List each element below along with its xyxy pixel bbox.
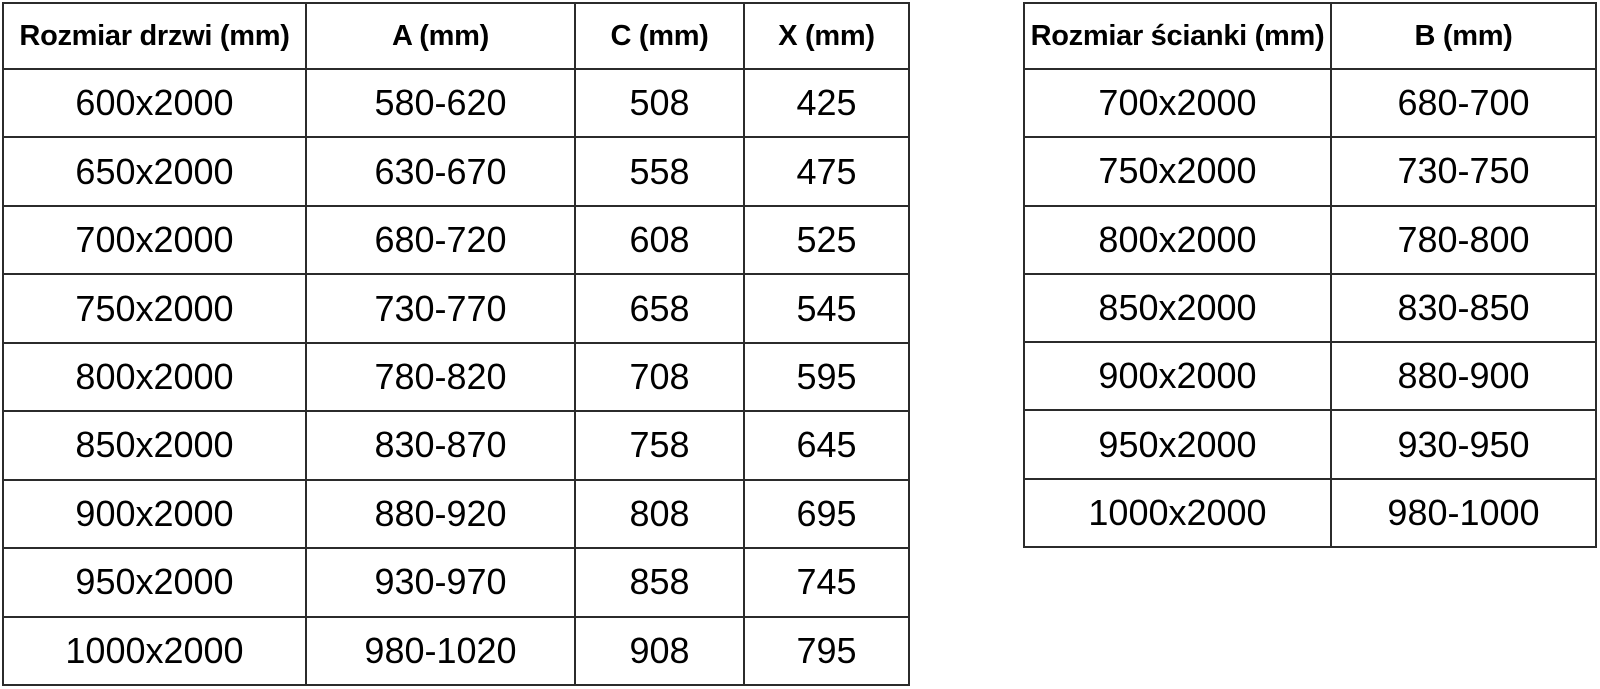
door-size-table: Rozmiar drzwi (mm) A (mm) C (mm) X (mm) 600… xyxy=(2,2,910,686)
table-cell: 695 xyxy=(743,478,910,550)
table-row: 850x2000 830-850 xyxy=(1023,272,1597,344)
table-cell: 700x2000 xyxy=(1023,67,1332,139)
table-row: 750x2000 730-750 xyxy=(1023,136,1597,207)
table-cell: 1000x2000 xyxy=(1023,477,1332,549)
table-cell: 700x2000 xyxy=(2,204,307,276)
table-cell: 558 xyxy=(574,136,745,207)
table-cell: 980-1000 xyxy=(1330,477,1597,549)
table-cell: 850x2000 xyxy=(1023,272,1332,344)
table-row: 700x2000 680-700 xyxy=(1023,67,1597,139)
table-row: 800x2000 780-820 708 595 xyxy=(2,341,910,413)
table-cell: 880-920 xyxy=(305,478,576,550)
column-header: C (mm) xyxy=(574,2,745,70)
table-cell: 580-620 xyxy=(305,67,576,139)
table-cell: 930-950 xyxy=(1330,409,1597,480)
table-cell: 900x2000 xyxy=(2,478,307,550)
table-cell: 750x2000 xyxy=(2,273,307,344)
table-row: 1000x2000 980-1020 908 795 xyxy=(2,615,910,686)
wall-panel-size-table-container: Rozmiar ścianki (mm) B (mm) 700x2000 680-7… xyxy=(1023,2,1597,549)
table-cell: 880-900 xyxy=(1330,341,1597,412)
table-cell: 608 xyxy=(574,204,745,276)
table-cell: 830-870 xyxy=(305,410,576,481)
table-cell: 525 xyxy=(743,204,910,276)
table-row: 800x2000 780-800 xyxy=(1023,204,1597,275)
table-cell: 908 xyxy=(574,615,745,686)
table-cell: 680-720 xyxy=(305,204,576,276)
column-header: Rozmiar drzwi (mm) xyxy=(2,2,307,70)
table-cell: 595 xyxy=(743,341,910,413)
door-size-table-container: Rozmiar drzwi (mm) A (mm) C (mm) X (mm) 600… xyxy=(2,2,910,686)
table-row: 900x2000 880-920 808 695 xyxy=(2,478,910,550)
header-row: Rozmiar ścianki (mm) B (mm) xyxy=(1023,2,1597,70)
wall-panel-size-table: Rozmiar ścianki (mm) B (mm) 700x2000 680-7… xyxy=(1023,2,1597,549)
table-cell: 630-670 xyxy=(305,136,576,207)
table-cell: 730-750 xyxy=(1330,136,1597,207)
table-row: 850x2000 830-870 758 645 xyxy=(2,410,910,481)
table-row: 900x2000 880-900 xyxy=(1023,341,1597,412)
table-row: 950x2000 930-950 xyxy=(1023,409,1597,480)
table-cell: 508 xyxy=(574,67,745,139)
table-cell: 425 xyxy=(743,67,910,139)
table-cell: 650x2000 xyxy=(2,136,307,207)
table-row: 950x2000 930-970 858 745 xyxy=(2,547,910,618)
table-cell: 800x2000 xyxy=(1023,204,1332,275)
table-cell: 730-770 xyxy=(305,273,576,344)
table-cell: 750x2000 xyxy=(1023,136,1332,207)
column-header: B (mm) xyxy=(1330,2,1597,70)
table-cell: 930-970 xyxy=(305,547,576,618)
table-cell: 780-820 xyxy=(305,341,576,413)
table-row: 1000x2000 980-1000 xyxy=(1023,477,1597,549)
table-cell: 658 xyxy=(574,273,745,344)
table-row: 650x2000 630-670 558 475 xyxy=(2,136,910,207)
table-cell: 780-800 xyxy=(1330,204,1597,275)
table-cell: 645 xyxy=(743,410,910,481)
table-cell: 830-850 xyxy=(1330,272,1597,344)
table-cell: 795 xyxy=(743,615,910,686)
table-cell: 600x2000 xyxy=(2,67,307,139)
table-cell: 680-700 xyxy=(1330,67,1597,139)
table-cell: 980-1020 xyxy=(305,615,576,686)
table-cell: 950x2000 xyxy=(2,547,307,618)
table-cell: 800x2000 xyxy=(2,341,307,413)
table-cell: 758 xyxy=(574,410,745,481)
table-cell: 900x2000 xyxy=(1023,341,1332,412)
table-cell: 850x2000 xyxy=(2,410,307,481)
table-cell: 545 xyxy=(743,273,910,344)
column-header: A (mm) xyxy=(305,2,576,70)
column-header: Rozmiar ścianki (mm) xyxy=(1023,2,1332,70)
table-cell: 475 xyxy=(743,136,910,207)
table-cell: 808 xyxy=(574,478,745,550)
table-row: 600x2000 580-620 508 425 xyxy=(2,67,910,139)
table-row: 750x2000 730-770 658 545 xyxy=(2,273,910,344)
table-cell: 858 xyxy=(574,547,745,618)
table-cell: 950x2000 xyxy=(1023,409,1332,480)
header-row: Rozmiar drzwi (mm) A (mm) C (mm) X (mm) xyxy=(2,2,910,70)
column-header: X (mm) xyxy=(743,2,910,70)
table-row: 700x2000 680-720 608 525 xyxy=(2,204,910,276)
table-cell: 708 xyxy=(574,341,745,413)
table-cell: 745 xyxy=(743,547,910,618)
table-cell: 1000x2000 xyxy=(2,615,307,686)
